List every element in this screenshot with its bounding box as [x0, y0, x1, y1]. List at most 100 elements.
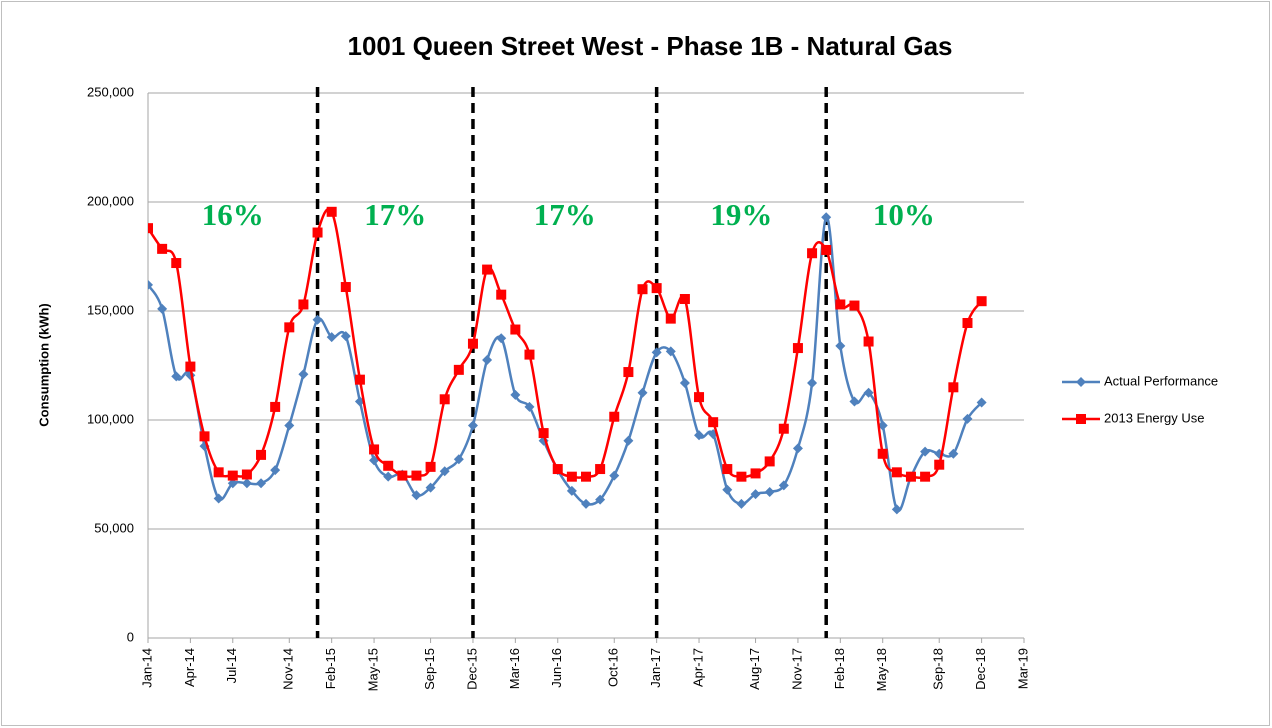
- point-marker: [148, 279, 153, 290]
- point-marker: [482, 355, 493, 366]
- point-marker: [411, 470, 422, 481]
- point-marker: [976, 397, 987, 408]
- point-marker: [595, 464, 606, 475]
- x-tick-label: Aug-17: [747, 648, 762, 690]
- point-marker: [326, 206, 337, 217]
- point-marker: [637, 284, 648, 295]
- point-marker: [467, 420, 478, 431]
- point-marker: [736, 471, 747, 482]
- point-marker: [835, 340, 846, 351]
- point-marker: [679, 377, 690, 388]
- point-marker: [256, 449, 267, 460]
- point-marker: [694, 430, 705, 441]
- y-tick-label: 100,000: [87, 411, 134, 426]
- point-marker: [241, 478, 252, 489]
- point-marker: [609, 411, 620, 422]
- y-axis-label: Consumption (kWh): [36, 303, 51, 426]
- point-marker: [1076, 377, 1086, 387]
- point-marker: [849, 300, 860, 311]
- point-marker: [312, 227, 323, 238]
- point-marker: [227, 470, 238, 481]
- point-marker: [510, 324, 521, 335]
- point-marker: [496, 289, 507, 300]
- point-marker: [736, 498, 747, 509]
- x-tick-label: Mar-19: [1015, 648, 1030, 689]
- point-marker: [284, 420, 295, 431]
- point-marker: [340, 282, 351, 293]
- point-marker: [581, 471, 591, 482]
- x-tick-label: May-18: [874, 648, 889, 691]
- legend-label: 2013 Energy Use: [1104, 410, 1204, 425]
- point-marker: [821, 244, 832, 255]
- point-marker: [340, 331, 351, 342]
- point-marker: [148, 223, 153, 234]
- y-tick-label: 50,000: [94, 520, 134, 535]
- point-marker: [792, 343, 803, 354]
- percent-annotation: 17%: [364, 197, 426, 232]
- point-marker: [1076, 414, 1086, 424]
- point-marker: [722, 464, 733, 475]
- point-marker: [581, 498, 591, 509]
- point-marker: [298, 299, 309, 310]
- point-marker: [623, 435, 634, 446]
- point-marker: [821, 212, 832, 223]
- point-marker: [778, 480, 789, 491]
- point-marker: [764, 486, 775, 497]
- point-marker: [891, 467, 902, 478]
- point-marker: [877, 448, 888, 459]
- series: [148, 206, 987, 482]
- point-marker: [750, 468, 761, 479]
- point-marker: [199, 431, 210, 442]
- x-tick-label: Feb-18: [832, 648, 847, 689]
- point-marker: [185, 361, 196, 372]
- point-marker: [171, 371, 182, 382]
- point-marker: [665, 346, 676, 357]
- x-tick-label: Apr-14: [182, 648, 197, 687]
- point-marker: [708, 417, 719, 428]
- point-marker: [595, 494, 606, 505]
- point-marker: [284, 322, 295, 333]
- x-tick-label: Jul-14: [224, 648, 239, 683]
- point-marker: [849, 396, 860, 407]
- x-tick-label: Oct-16: [606, 648, 621, 687]
- x-tick-label: Sep-18: [931, 648, 946, 690]
- point-marker: [326, 332, 337, 343]
- point-marker: [510, 389, 521, 400]
- point-marker: [270, 465, 281, 476]
- point-marker: [807, 377, 818, 388]
- point-marker: [877, 420, 888, 431]
- y-tick-label: 250,000: [87, 84, 134, 99]
- x-tick-label: Apr-17: [690, 648, 705, 687]
- point-marker: [835, 299, 846, 310]
- point-marker: [694, 392, 705, 403]
- point-marker: [651, 347, 662, 358]
- percent-annotation: 16%: [202, 197, 264, 232]
- point-marker: [722, 484, 733, 495]
- x-tick-label: Feb-15: [323, 648, 338, 689]
- y-tick-label: 150,000: [87, 302, 134, 317]
- x-tick-label: Dec-18: [973, 648, 988, 690]
- point-marker: [807, 248, 818, 259]
- point-marker: [623, 367, 634, 378]
- point-marker: [439, 466, 450, 477]
- point-marker: [524, 401, 535, 412]
- x-tick-label: Jan-17: [648, 648, 663, 688]
- percent-annotation: 17%: [534, 197, 596, 232]
- point-marker: [962, 413, 973, 424]
- point-marker: [778, 423, 789, 434]
- point-marker: [948, 382, 959, 393]
- point-marker: [227, 478, 238, 489]
- point-marker: [453, 364, 464, 375]
- point-marker: [524, 349, 535, 360]
- point-marker: [496, 333, 507, 344]
- point-marker: [397, 470, 408, 481]
- point-marker: [369, 444, 380, 455]
- x-tick-label: Jun-16: [549, 648, 564, 688]
- point-marker: [651, 283, 662, 294]
- x-tick-label: Jan-14: [139, 648, 154, 688]
- x-tick-label: Nov-17: [789, 648, 804, 690]
- x-tick-label: May-15: [366, 648, 381, 691]
- point-marker: [383, 471, 394, 482]
- x-tick-label: Sep-15: [422, 648, 437, 690]
